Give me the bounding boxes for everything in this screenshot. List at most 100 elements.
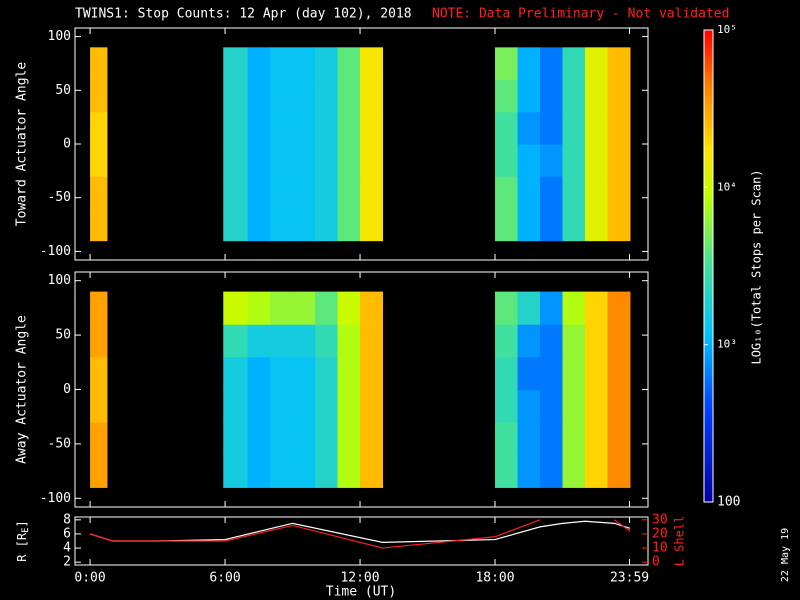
- heatmap-cell: [540, 47, 564, 81]
- heatmap-cell: [90, 422, 108, 456]
- heatmap-cell: [540, 324, 564, 358]
- heatmap-cell: [337, 356, 361, 390]
- heatmap-cell: [337, 208, 361, 242]
- heatmap-cell: [585, 208, 609, 242]
- heatmap-cell: [607, 324, 631, 358]
- heatmap-cell: [337, 144, 361, 177]
- heatmap-cell: [562, 79, 586, 113]
- heatmap-cell: [247, 111, 271, 145]
- heatmap-cell: [540, 111, 564, 145]
- heatmap-cell: [517, 208, 541, 242]
- heatmap-cell: [270, 291, 294, 325]
- heatmap-cell: [223, 291, 249, 325]
- heatmap-cell: [517, 291, 541, 325]
- x-tick-label: 0:00: [74, 571, 105, 586]
- heatmap-cell: [270, 79, 294, 113]
- heatmap-cell: [292, 291, 316, 325]
- y-tick-label: 2: [63, 555, 71, 570]
- heatmap-cell: [360, 324, 384, 358]
- y-tick-label: 0: [63, 382, 71, 397]
- heatmap-cell: [562, 208, 586, 242]
- heatmap-cell: [607, 47, 631, 81]
- heatmap-cell: [337, 176, 361, 209]
- heatmap-cell: [337, 422, 361, 456]
- heatmap-cell: [90, 454, 108, 488]
- heatmap-cell: [495, 144, 519, 177]
- heatmap-cell: [270, 454, 294, 488]
- heatmap-cell: [315, 79, 339, 113]
- y2-tick-label: 20: [652, 526, 668, 541]
- y-tick-label: 50: [55, 328, 71, 343]
- heatmap-cell: [90, 79, 108, 113]
- heatmap-cell: [562, 47, 586, 81]
- heatmap-cell: [540, 389, 564, 423]
- heatmap-cell: [585, 176, 609, 209]
- x-tick-label: 23:59: [610, 571, 649, 586]
- heatmap-cell: [562, 324, 586, 358]
- heatmap-cell: [562, 176, 586, 209]
- heatmap-cell: [562, 422, 586, 456]
- heatmap-cell: [270, 389, 294, 423]
- heatmap-cell: [517, 422, 541, 456]
- y-tick-label: 0: [63, 137, 71, 152]
- heatmap-cell: [315, 422, 339, 456]
- heatmap-cell: [223, 111, 249, 145]
- heatmap-cell: [247, 176, 271, 209]
- heatmap-cell: [585, 324, 609, 358]
- heatmap-cell: [315, 389, 339, 423]
- heatmap-cell: [495, 356, 519, 390]
- y-tick-label: -100: [40, 491, 71, 506]
- heatmap-cell: [247, 356, 271, 390]
- heatmap-cell: [495, 79, 519, 113]
- heatmap-cell: [223, 208, 249, 242]
- heatmap-cell: [360, 208, 384, 242]
- y-tick-label: 4: [63, 541, 71, 556]
- y-axis-label-part: R [R: [15, 532, 29, 562]
- heatmap-cell: [562, 144, 586, 177]
- heatmap-cell: [562, 389, 586, 423]
- heatmap-cell: [607, 144, 631, 177]
- heatmap-cell: [247, 208, 271, 242]
- heatmap-cell: [90, 356, 108, 390]
- heatmap-cell: [562, 291, 586, 325]
- plot-border: [74, 516, 649, 566]
- heatmap-cell: [607, 291, 631, 325]
- heatmap-cell: [247, 389, 271, 423]
- y-tick-label: -100: [40, 244, 71, 259]
- heatmap-cell: [337, 79, 361, 113]
- y-tick-label: -50: [48, 436, 71, 451]
- heatmap-cell: [223, 454, 249, 488]
- heatmap-cell: [223, 176, 249, 209]
- heatmap-cell: [540, 291, 564, 325]
- heatmap-cell: [540, 79, 564, 113]
- heatmap-cell: [223, 144, 249, 177]
- heatmap-cell: [315, 144, 339, 177]
- x-axis-label: Time (UT): [326, 585, 396, 600]
- y-tick-label: 100: [48, 29, 71, 44]
- heatmap-cell: [360, 454, 384, 488]
- line-series: [89, 519, 631, 549]
- heatmap-cell: [223, 389, 249, 423]
- heatmap-cell: [517, 176, 541, 209]
- heatmap-cell: [607, 389, 631, 423]
- heatmap-cell: [360, 47, 384, 81]
- y-axis-label-part: ]: [15, 520, 29, 527]
- heatmap-cell: [223, 47, 249, 81]
- heatmap-cell: [517, 324, 541, 358]
- heatmap-cell: [292, 111, 316, 145]
- heatmap-cell: [247, 144, 271, 177]
- colorbar-tick-label: 100: [717, 495, 740, 510]
- heatmap-cell: [495, 47, 519, 81]
- heatmap-cell: [495, 208, 519, 242]
- colorbar: [703, 29, 714, 503]
- y2-tick-label: 10: [652, 541, 668, 556]
- heatmap-cell: [495, 291, 519, 325]
- heatmap-cell: [607, 454, 631, 488]
- heatmap-cell: [360, 422, 384, 456]
- heatmap-cell: [247, 324, 271, 358]
- heatmap-cell: [517, 144, 541, 177]
- heatmap-cell: [585, 144, 609, 177]
- heatmap-cell: [90, 208, 108, 242]
- heatmap-cell: [517, 111, 541, 145]
- heatmap-cell: [90, 389, 108, 423]
